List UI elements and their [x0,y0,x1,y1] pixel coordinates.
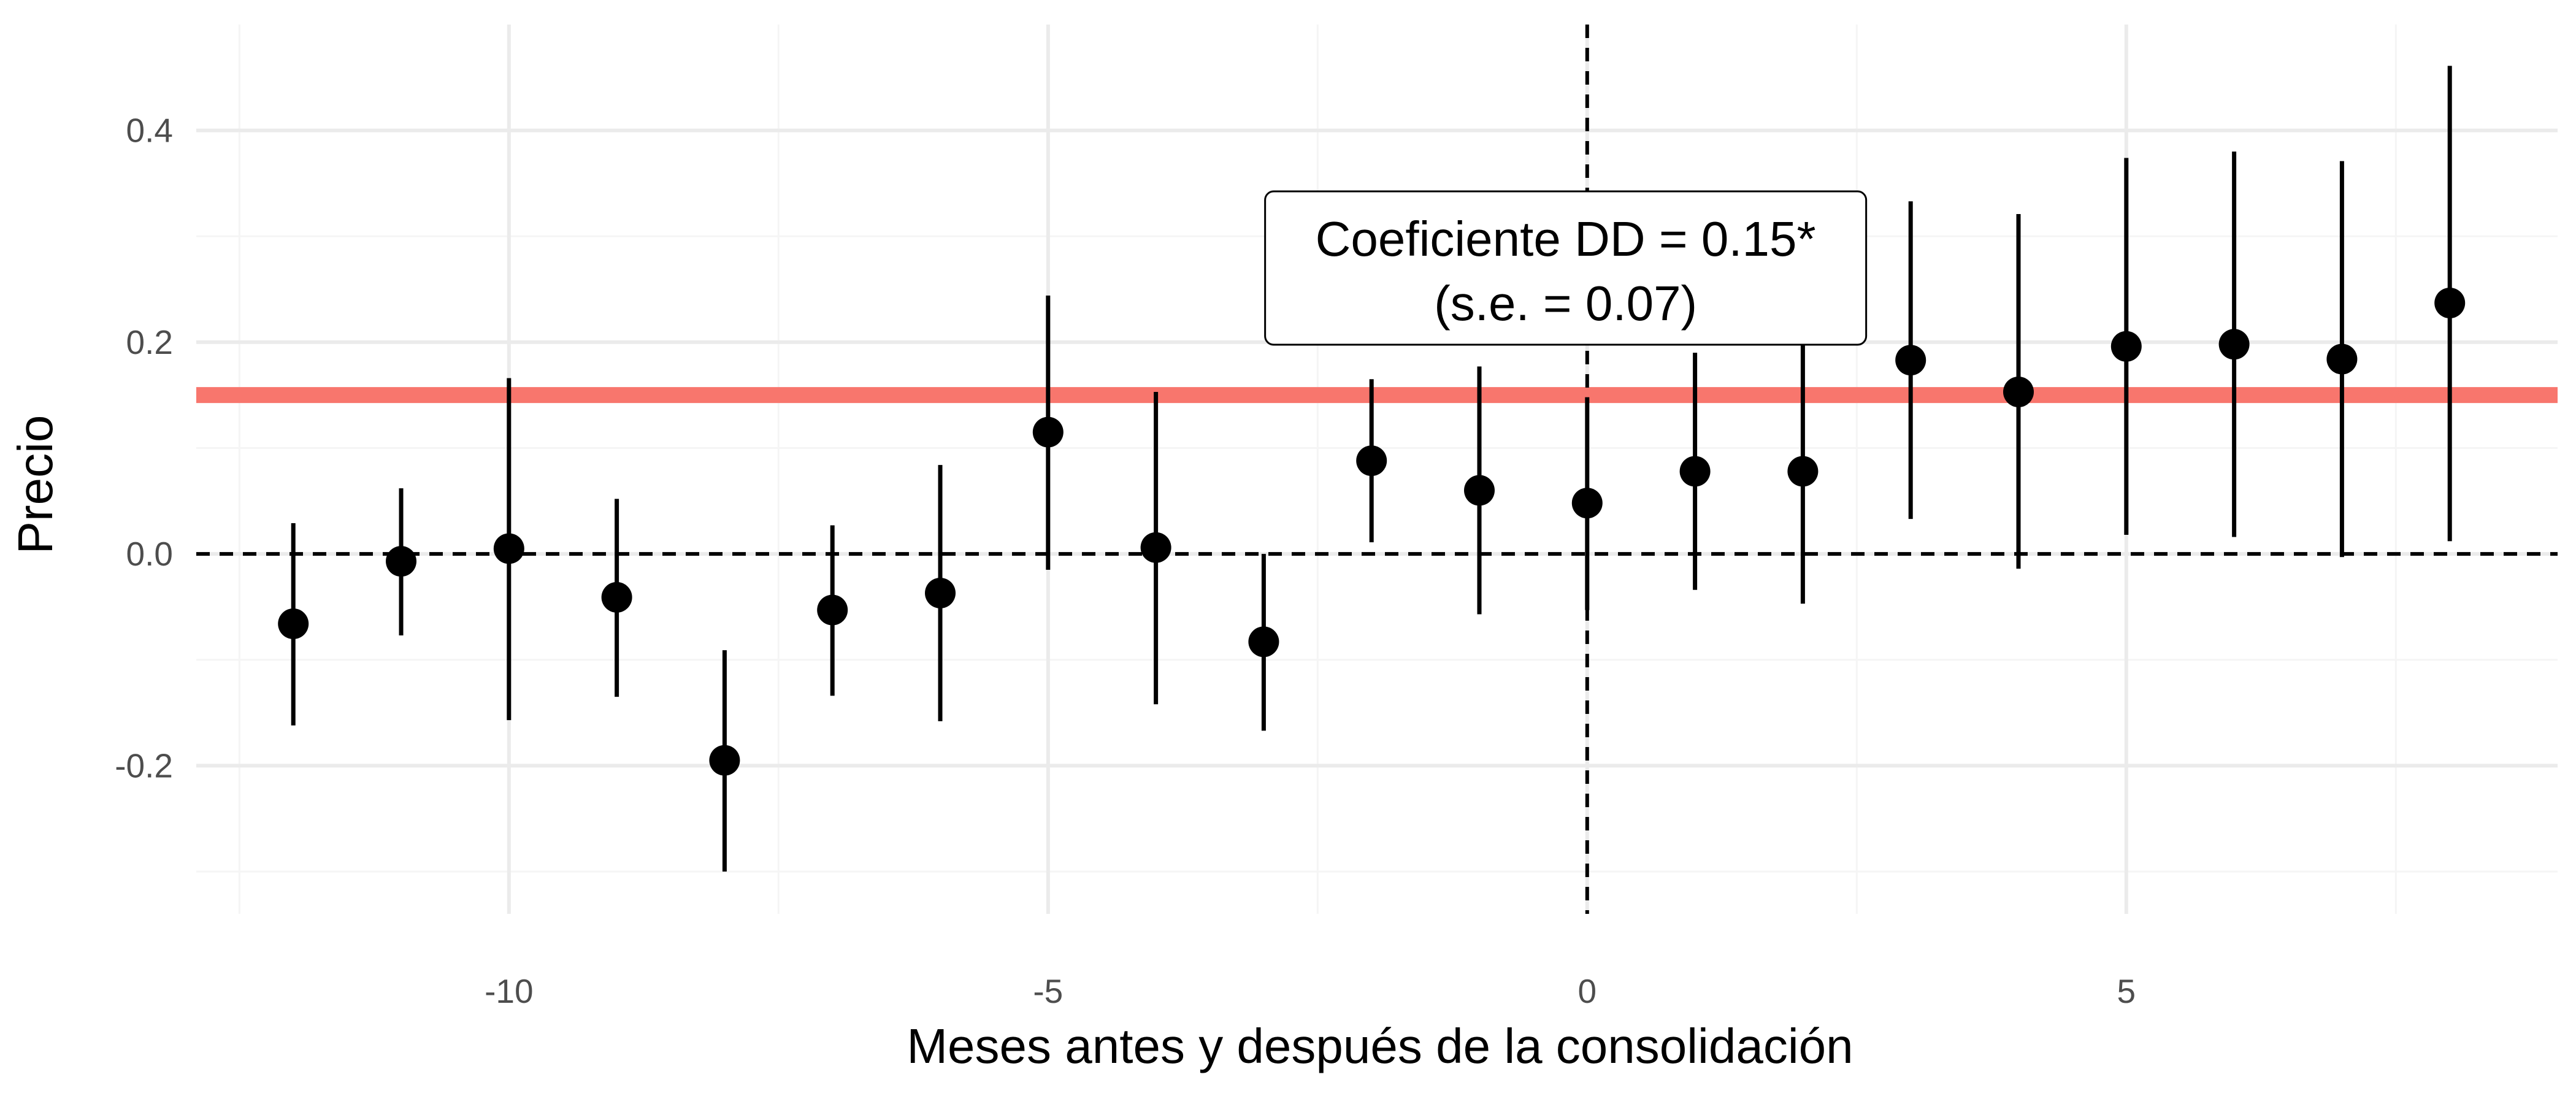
point [1140,532,1171,563]
point [925,577,956,608]
point [1679,456,1711,487]
point [1032,416,1064,448]
point [2110,331,2142,362]
x-tick-label: -10 [485,972,534,1010]
point [1571,488,1603,519]
x-tick-label: -5 [1033,972,1063,1010]
point [2434,287,2466,318]
point [1464,475,1495,506]
x-axis-title: Meses antes y después de la consolidació… [907,1019,1853,1073]
point [709,745,740,776]
point [2003,376,2034,407]
point [1248,626,1279,657]
y-axis-title: Precio [8,415,63,554]
point [386,546,417,577]
dd-annotation: Coeficiente DD = 0.15* (s.e. = 0.07) [1264,190,1868,346]
y-tick-label: -0.2 [115,746,173,784]
point [1895,345,1926,376]
point [493,533,524,564]
y-tick-label: 0.4 [126,112,173,150]
x-tick-label: 5 [2117,972,2136,1010]
point [2326,343,2358,375]
point-estimates [278,287,2466,776]
annotation-line-1: Coeficiente DD = 0.15* [1316,212,1816,266]
point [1787,456,1819,487]
point [817,594,848,626]
point [1356,445,1387,477]
point [601,581,632,613]
y-axis-tick-labels: -0.2 0.0 0.2 0.4 [115,112,173,785]
annotation-line-2: (s.e. = 0.07) [1434,276,1697,331]
point [2218,329,2250,360]
point [278,608,309,640]
x-axis-tick-labels: -10 -5 0 5 [485,972,2136,1010]
annotation-box [1264,190,1868,346]
y-tick-label: 0.2 [126,323,173,361]
y-tick-label: 0.0 [126,535,173,573]
x-tick-label: 0 [1578,972,1597,1010]
